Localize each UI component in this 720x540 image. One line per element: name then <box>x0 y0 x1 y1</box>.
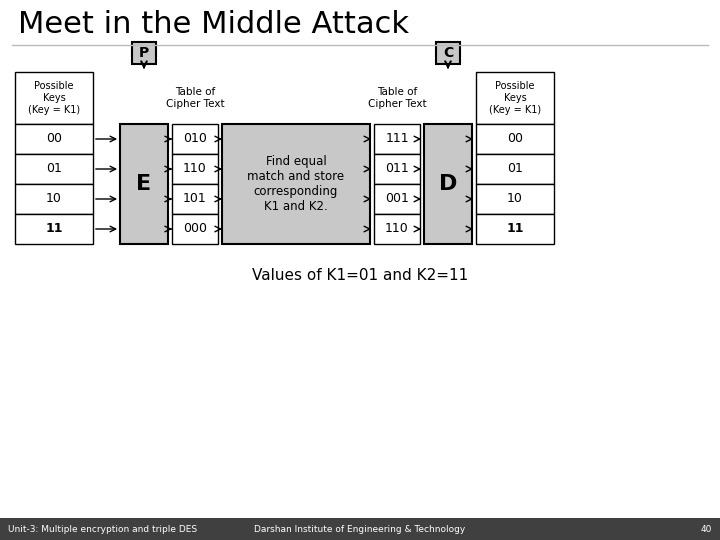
Text: 010: 010 <box>183 132 207 145</box>
Text: 40: 40 <box>701 524 712 534</box>
Text: Find equal
match and store
corresponding
K1 and K2.: Find equal match and store corresponding… <box>248 155 345 213</box>
FancyBboxPatch shape <box>132 42 156 64</box>
Text: 110: 110 <box>183 163 207 176</box>
Text: 111: 111 <box>385 132 409 145</box>
Text: D: D <box>438 174 457 194</box>
Text: 10: 10 <box>507 192 523 206</box>
FancyBboxPatch shape <box>374 124 420 154</box>
FancyBboxPatch shape <box>15 184 93 214</box>
FancyBboxPatch shape <box>15 214 93 244</box>
Text: Darshan Institute of Engineering & Technology: Darshan Institute of Engineering & Techn… <box>254 524 466 534</box>
Text: Unit-3: Multiple encryption and triple DES: Unit-3: Multiple encryption and triple D… <box>8 524 197 534</box>
FancyBboxPatch shape <box>172 154 218 184</box>
Text: E: E <box>136 174 152 194</box>
Text: Possible
Keys
(Key = K1): Possible Keys (Key = K1) <box>28 82 80 114</box>
FancyBboxPatch shape <box>15 154 93 184</box>
FancyBboxPatch shape <box>172 124 218 154</box>
FancyBboxPatch shape <box>172 214 218 244</box>
FancyBboxPatch shape <box>222 124 370 244</box>
Text: Possible
Keys
(Key = K1): Possible Keys (Key = K1) <box>489 82 541 114</box>
Text: Meet in the Middle Attack: Meet in the Middle Attack <box>18 10 409 39</box>
FancyBboxPatch shape <box>0 518 720 540</box>
FancyBboxPatch shape <box>374 214 420 244</box>
Text: 011: 011 <box>385 163 409 176</box>
Text: 000: 000 <box>183 222 207 235</box>
Text: 01: 01 <box>46 163 62 176</box>
Text: Values of K1=01 and K2=11: Values of K1=01 and K2=11 <box>252 267 468 282</box>
Text: 001: 001 <box>385 192 409 206</box>
FancyBboxPatch shape <box>424 124 472 244</box>
Text: Table of
Cipher Text: Table of Cipher Text <box>368 87 426 109</box>
Text: 11: 11 <box>45 222 63 235</box>
Text: P: P <box>139 46 149 60</box>
Text: 01: 01 <box>507 163 523 176</box>
FancyBboxPatch shape <box>476 154 554 184</box>
FancyBboxPatch shape <box>374 154 420 184</box>
FancyBboxPatch shape <box>436 42 460 64</box>
FancyBboxPatch shape <box>15 72 93 124</box>
Text: 10: 10 <box>46 192 62 206</box>
FancyBboxPatch shape <box>120 124 168 244</box>
Text: 11: 11 <box>506 222 523 235</box>
FancyBboxPatch shape <box>476 124 554 154</box>
Text: Table of
Cipher Text: Table of Cipher Text <box>166 87 225 109</box>
FancyBboxPatch shape <box>15 124 93 154</box>
FancyBboxPatch shape <box>476 214 554 244</box>
FancyBboxPatch shape <box>172 184 218 214</box>
FancyBboxPatch shape <box>374 184 420 214</box>
Text: C: C <box>443 46 453 60</box>
FancyBboxPatch shape <box>476 184 554 214</box>
Text: 101: 101 <box>183 192 207 206</box>
Text: 00: 00 <box>507 132 523 145</box>
Text: 00: 00 <box>46 132 62 145</box>
FancyBboxPatch shape <box>476 72 554 124</box>
Text: 110: 110 <box>385 222 409 235</box>
